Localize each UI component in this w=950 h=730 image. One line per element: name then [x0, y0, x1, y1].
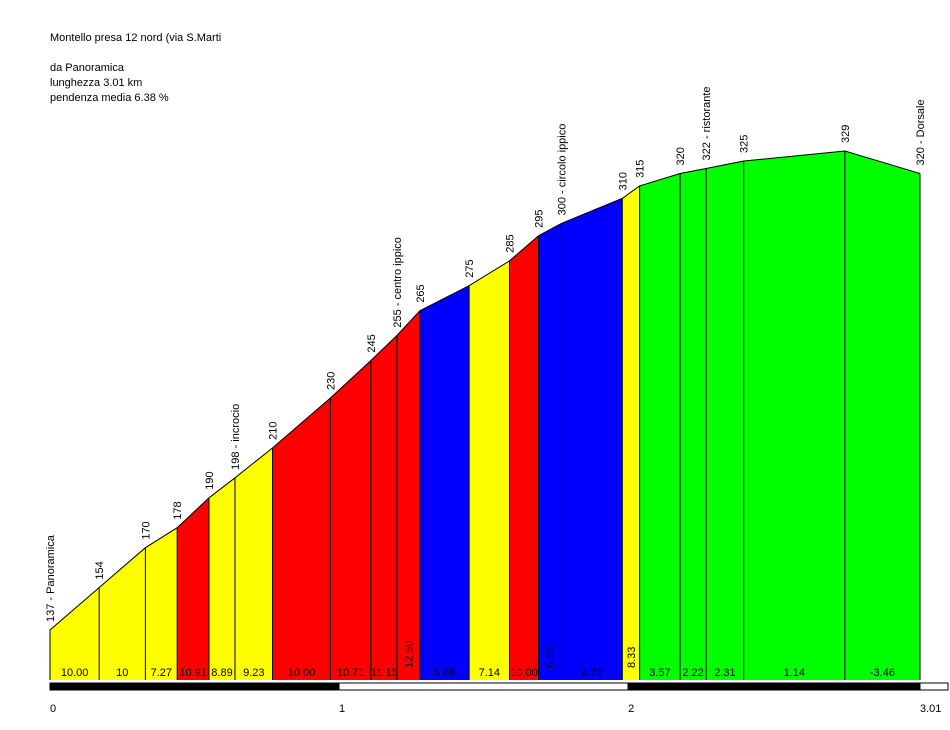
chart-header: Montello presa 12 nord (via S.Marti da P…	[50, 31, 221, 106]
gradient-segments	[50, 151, 920, 681]
gradient-segment	[706, 160, 744, 680]
gradient-segment	[622, 185, 640, 681]
elevation-label: 275	[464, 259, 476, 277]
elevation-label: 315	[635, 160, 647, 178]
elevation-label: 329	[840, 125, 852, 143]
gradient-segment	[272, 397, 331, 680]
gradient-value-label: 8.89	[211, 667, 232, 679]
gradient-value-label: 10.91	[179, 667, 207, 679]
elevation-label: 320 - Dorsale	[915, 99, 927, 165]
elevation-label: 255 - centro ippico	[392, 237, 404, 328]
gradient-segment	[680, 168, 707, 680]
profile-line	[49, 150, 921, 631]
gradient-segment	[419, 285, 470, 680]
average-gradient-label: pendenza media 6.38 %	[50, 92, 169, 104]
elevation-label: 170	[140, 521, 152, 539]
elevation-labels: 137 - Panoramica 154 170 178 190 198 - incroc…	[45, 86, 927, 622]
gradient-segment	[208, 477, 235, 680]
profile-outline	[49, 150, 921, 680]
elevation-label: 300 - circolo ippico	[557, 124, 569, 216]
gradient-labels: 10.00 10 7.27 10.91 8.89 9.23 10.00 10.71 11.11 1…	[61, 640, 895, 679]
scale-bar-segment	[627, 682, 921, 691]
elevation-label: 265	[415, 284, 427, 302]
gradient-value-label: 10.00	[510, 667, 538, 679]
gradient-value-label: 10.00	[61, 667, 89, 679]
elevation-label: 178	[172, 501, 184, 519]
gradient-segment	[743, 151, 845, 680]
gradient-segment	[469, 260, 510, 680]
gradient-segment	[145, 527, 178, 680]
gradient-segment	[509, 235, 539, 680]
gradient-value-label: 5.88	[434, 667, 455, 679]
gradient-value-label: 6.25	[545, 647, 557, 668]
gradient-segment	[234, 447, 273, 680]
gradient-value-label: 9.23	[243, 667, 264, 679]
scale-bar-tail	[919, 682, 949, 691]
elevation-label: 245	[366, 334, 378, 352]
gradient-segment	[177, 497, 209, 680]
x-tick-label: 1	[339, 703, 345, 715]
gradient-value-label: 12.50	[403, 640, 415, 668]
distance-scale: 0 1 2 3.01	[49, 682, 949, 715]
x-tick-label: 2	[628, 703, 634, 715]
gradient-segment	[370, 335, 397, 680]
gradient-value-label: 2.31	[714, 667, 735, 679]
elevation-label: 325	[739, 135, 751, 153]
elevation-label: 295	[533, 209, 545, 227]
gradient-value-label: 10	[116, 667, 128, 679]
gradient-value-label: 2.22	[682, 667, 703, 679]
gradient-value-label: 4.76	[581, 667, 602, 679]
elevation-label: 154	[94, 561, 106, 579]
elevation-label: 310	[617, 172, 629, 190]
gradient-segment	[844, 151, 920, 680]
gradient-value-label: 8.33	[626, 647, 638, 668]
elevation-label: 137 - Panoramica	[45, 534, 57, 622]
gradient-value-label: 1.14	[784, 667, 805, 679]
elevation-label: 320	[675, 147, 687, 165]
gradient-value-label: 7.14	[479, 667, 500, 679]
elevation-label: 230	[325, 372, 337, 390]
gradient-value-label: -3.46	[870, 667, 895, 679]
start-point-label: da Panoramica	[50, 62, 124, 74]
gradient-value-label: 7.27	[151, 667, 172, 679]
gradient-segment	[538, 223, 562, 681]
gradient-segment	[330, 360, 371, 680]
gradient-segment	[396, 310, 420, 680]
gradient-value-label: 3.57	[649, 667, 670, 679]
gradient-segment	[639, 173, 681, 680]
x-tick-label: 3.01	[920, 703, 941, 715]
gradient-segment	[561, 198, 623, 680]
elevation-label: 322 - ristorante	[701, 86, 713, 160]
gradient-value-label: 10.00	[288, 667, 316, 679]
elevation-label: 198 - incrocio	[230, 404, 242, 470]
x-tick-label: 0	[50, 703, 56, 715]
gradient-segment	[50, 587, 100, 680]
scale-bar-segment	[49, 682, 340, 691]
gradient-segment	[99, 547, 146, 680]
gradient-value-label: 11.11	[371, 667, 397, 679]
elevation-label: 210	[268, 422, 280, 440]
scale-bar-segment	[338, 682, 629, 691]
chart-title: Montello presa 12 nord (via S.Marti	[50, 32, 222, 44]
length-label: lunghezza 3.01 km	[50, 77, 143, 89]
elevation-label: 190	[204, 471, 216, 489]
gradient-value-label: 10.71	[337, 667, 365, 679]
elevation-label: 285	[505, 234, 517, 252]
